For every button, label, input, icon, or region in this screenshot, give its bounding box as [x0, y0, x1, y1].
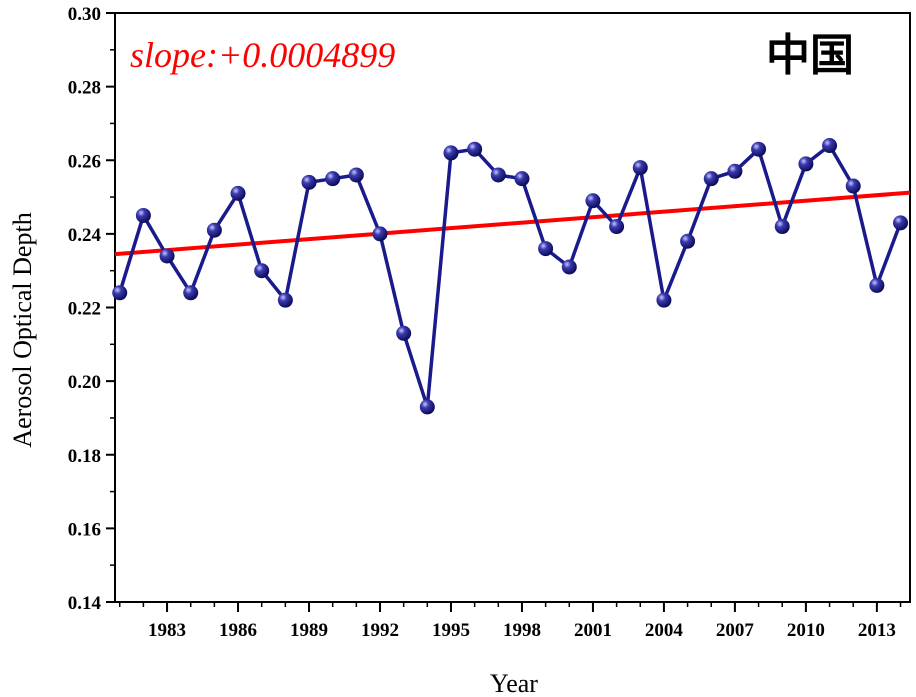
data-point — [159, 248, 175, 264]
y-tick-label: 0.18 — [68, 446, 101, 467]
data-point — [135, 207, 151, 223]
y-axis-title: Aerosol Optical Depth — [8, 212, 37, 447]
data-point — [396, 325, 412, 341]
data-point — [845, 178, 861, 194]
data-point — [325, 171, 341, 187]
x-tick-label: 2004 — [645, 620, 684, 641]
y-tick-label: 0.24 — [68, 225, 102, 246]
data-point — [514, 171, 530, 187]
x-axis-title: Year — [490, 669, 538, 697]
data-point — [561, 259, 577, 275]
trend-line — [114, 190, 911, 257]
y-tick-label: 0.22 — [68, 299, 101, 320]
data-point — [183, 285, 199, 301]
data-point — [112, 285, 128, 301]
plot-area-border — [114, 12, 911, 603]
data-point — [798, 156, 814, 172]
data-point — [869, 277, 885, 293]
y-tick-label: 0.26 — [68, 151, 101, 172]
data-point — [727, 163, 743, 179]
data-point — [206, 222, 222, 238]
y-tick-label: 0.28 — [68, 78, 101, 99]
data-point — [538, 241, 554, 257]
data-point — [632, 160, 648, 176]
x-tick-label: 2007 — [716, 620, 755, 641]
data-point — [443, 145, 459, 161]
y-tick-label: 0.14 — [68, 593, 102, 614]
y-tick-label: 0.30 — [68, 4, 101, 25]
data-point — [230, 185, 246, 201]
x-tick-label: 2013 — [858, 620, 896, 641]
x-tick-label: 2010 — [787, 620, 825, 641]
data-point — [419, 399, 435, 415]
data-point — [254, 263, 270, 279]
x-tick-label: 1983 — [148, 620, 186, 641]
data-point — [822, 138, 838, 154]
data-point — [893, 215, 909, 231]
x-tick-label: 1989 — [290, 620, 328, 641]
y-tick-label: 0.16 — [68, 519, 101, 540]
data-point — [656, 292, 672, 308]
data-point — [372, 226, 388, 242]
slope-annotation: slope:+0.0004899 — [130, 35, 395, 75]
x-tick-label: 1986 — [219, 620, 257, 641]
y-tick-label: 0.20 — [68, 372, 101, 393]
data-point — [609, 219, 625, 235]
data-point — [348, 167, 364, 183]
aod-series-line — [118, 143, 903, 409]
x-tick-label: 1992 — [361, 620, 399, 641]
data-point — [774, 219, 790, 235]
x-tick-label: 1995 — [432, 620, 470, 641]
data-point — [301, 174, 317, 190]
data-point — [703, 171, 719, 187]
data-point — [467, 141, 483, 157]
x-tick-label: 1998 — [503, 620, 541, 641]
x-tick-label: 2001 — [574, 620, 612, 641]
data-point — [490, 167, 506, 183]
data-point — [277, 292, 293, 308]
data-point — [585, 193, 601, 209]
region-label: 中国 — [766, 30, 854, 81]
data-point — [751, 141, 767, 157]
data-point — [680, 233, 696, 249]
